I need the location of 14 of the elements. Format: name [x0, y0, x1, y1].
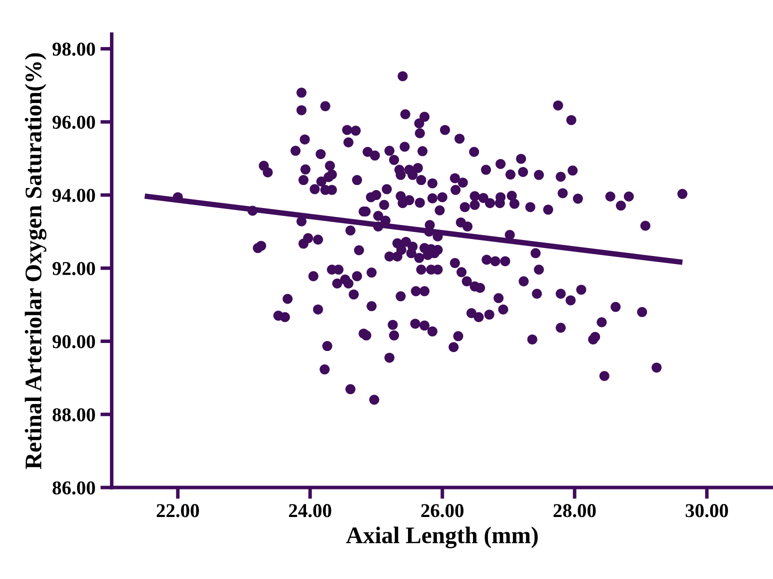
y-tick-label: 92.00: [52, 262, 95, 276]
y-tick-label: 98.00: [52, 42, 95, 56]
y-tick-label: 88.00: [52, 408, 95, 422]
x-tick-label: 30.00: [686, 504, 728, 518]
y-tick-label: 96.00: [52, 116, 95, 129]
x-tick-label: 28.00: [554, 504, 596, 518]
x-axis-title: Axial Length (mm): [346, 526, 538, 548]
x-tick-label: 26.00: [421, 504, 464, 518]
y-tick-label: 90.00: [52, 335, 95, 348]
x-tick-label: 24.00: [289, 504, 332, 518]
y-axis-title: Retinal Arteriolar Oxygen Saturation(%): [24, 53, 46, 470]
x-tick-label: 22.00: [156, 504, 199, 518]
y-tick-label: 94.00: [52, 188, 95, 202]
y-tick-label: 86.00: [52, 481, 95, 495]
